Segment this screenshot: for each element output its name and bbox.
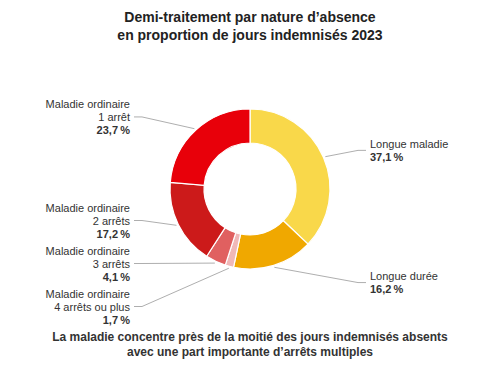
html-text:en proportion de jours indemni: en proportion de jours indemnisés 2023 (117, 27, 383, 43)
html-text:Demi-traitement par nature d’a: Demi-traitement par nature d’absence (124, 9, 376, 25)
svg-text:Maladie ordinaire2 arrêts17,2: Maladie ordinaire2 arrêts17,2 % (46, 202, 131, 240)
svg-text:Longue maladie37,1 %: Longue maladie37,1 % (370, 138, 448, 163)
svg-text:Maladie ordinaire3 arrêts4,1 %: Maladie ordinaire3 arrêts4,1 % (46, 245, 131, 283)
svg-text:Maladie ordinaire4 arrêts ou p: Maladie ordinaire4 arrêts ou plus1,7 % (46, 288, 131, 326)
svg-text:Maladie ordinaire1 arrêt23,7 %: Maladie ordinaire1 arrêt23,7 % (46, 98, 131, 136)
html-text:La maladie concentre près de l: La maladie concentre près de la moitié d… (52, 330, 448, 344)
svg-text:Longue durée16,2 %: Longue durée16,2 % (370, 270, 438, 295)
html-text:avec une part importante d’arr: avec une part importante d’arrêts multip… (127, 345, 373, 359)
